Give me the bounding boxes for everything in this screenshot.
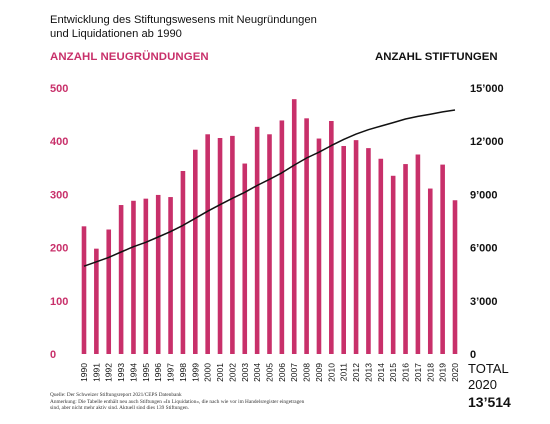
x-tick-label: 1990 bbox=[79, 363, 89, 382]
bar bbox=[193, 149, 198, 354]
chart-title: Entwicklung des Stiftungswesens mit Neug… bbox=[50, 13, 450, 41]
right-tick-label: 6’000 bbox=[470, 243, 498, 255]
x-tick-label: 2005 bbox=[265, 363, 275, 382]
bar bbox=[143, 198, 149, 354]
right-axis-ticks: 0 3’000 6’000 9’000 12’000 15’000 bbox=[470, 83, 504, 361]
x-tick-label: 2012 bbox=[351, 363, 361, 382]
x-tick-label: 2011 bbox=[339, 363, 349, 382]
x-tick-label: 2002 bbox=[227, 363, 237, 382]
bar bbox=[329, 120, 334, 354]
left-tick-label: 100 bbox=[50, 296, 68, 308]
bar bbox=[415, 154, 421, 354]
total-label: TOTAL bbox=[468, 361, 509, 376]
bar bbox=[403, 164, 408, 354]
x-tick-label: 2014 bbox=[376, 363, 386, 382]
x-tick-label: 1995 bbox=[141, 363, 151, 382]
left-axis-ticks: 0 100 200 300 400 500 bbox=[50, 83, 68, 361]
x-tick-label: 2009 bbox=[314, 363, 324, 382]
x-tick-label: 2015 bbox=[388, 363, 398, 382]
total-value: 13’514 bbox=[468, 394, 511, 410]
x-tick-label: 1999 bbox=[190, 363, 200, 382]
bar bbox=[217, 138, 223, 354]
bar bbox=[131, 200, 136, 354]
bar bbox=[94, 248, 99, 354]
chart-title-line1: Entwicklung des Stiftungswesens mit Neug… bbox=[50, 14, 317, 26]
x-tick-label: 2017 bbox=[413, 363, 423, 382]
x-tick-label: 1996 bbox=[153, 363, 163, 382]
x-tick-label: 1997 bbox=[166, 363, 176, 382]
left-tick-label: 300 bbox=[50, 189, 68, 201]
bar bbox=[106, 229, 112, 354]
x-tick-label: 2013 bbox=[363, 363, 373, 382]
bar bbox=[279, 120, 285, 355]
right-tick-label: 0 bbox=[470, 349, 476, 361]
bar bbox=[341, 145, 346, 354]
x-tick-label: 2020 bbox=[450, 363, 460, 382]
bar bbox=[180, 170, 186, 354]
bar bbox=[427, 188, 433, 354]
x-tick-label: 1991 bbox=[91, 363, 101, 382]
bar bbox=[316, 138, 322, 354]
bar bbox=[242, 163, 248, 354]
x-tick-label: 2008 bbox=[302, 363, 312, 382]
x-tick-label: 2006 bbox=[277, 363, 287, 382]
bar bbox=[205, 134, 210, 354]
source-note: Quelle: Der Schweizer Stiftungsreport 20… bbox=[50, 392, 430, 412]
note-line1: Anmerkung: Die Tabelle enthält neu auch … bbox=[50, 398, 305, 405]
right-tick-label: 12’000 bbox=[470, 136, 504, 148]
x-tick-label: 2001 bbox=[215, 363, 225, 382]
bar bbox=[291, 99, 297, 354]
note-line2: sind, aber nicht mehr aktiv sind. Aktuel… bbox=[50, 405, 190, 412]
bar bbox=[168, 197, 173, 354]
left-axis-title: ANZAHL NEUGRÜNDUNGEN bbox=[50, 51, 209, 63]
bar bbox=[353, 140, 359, 354]
bar bbox=[452, 200, 458, 354]
source-line: Quelle: Der Schweizer Stiftungsreport 20… bbox=[50, 392, 182, 398]
line-series bbox=[83, 109, 456, 267]
left-tick-label: 0 bbox=[50, 349, 56, 361]
x-tick-label: 1993 bbox=[116, 363, 126, 382]
bar bbox=[378, 158, 384, 354]
bar bbox=[230, 135, 235, 354]
x-tick-label: 2010 bbox=[326, 363, 336, 382]
x-tick-label: 2007 bbox=[289, 363, 299, 382]
bar bbox=[155, 194, 161, 354]
chart-title-line2: und Liquidationen ab 1990 bbox=[50, 28, 182, 41]
x-tick-label: 2004 bbox=[252, 363, 262, 382]
x-tick-label: 2016 bbox=[401, 363, 411, 382]
x-axis-ticks: 1990 1991 1992 1993 1994 1995 1996 1997 1998 1999… bbox=[79, 363, 460, 382]
bar bbox=[81, 226, 87, 354]
bar bbox=[304, 118, 309, 354]
bar-series bbox=[81, 99, 458, 355]
right-tick-label: 9’000 bbox=[470, 189, 498, 201]
x-tick-label: 1994 bbox=[129, 363, 139, 382]
right-tick-label: 15’000 bbox=[470, 83, 504, 95]
bar bbox=[267, 134, 272, 354]
right-axis-title: ANZAHL STIFTUNGEN bbox=[375, 51, 498, 63]
left-tick-label: 500 bbox=[50, 83, 68, 95]
stiftungen-line bbox=[83, 109, 456, 267]
total-year: 2020 bbox=[468, 377, 497, 392]
bar bbox=[390, 175, 396, 354]
x-tick-label: 2019 bbox=[438, 363, 448, 382]
x-tick-label: 2003 bbox=[240, 363, 250, 382]
right-tick-label: 3’000 bbox=[470, 296, 498, 308]
bar bbox=[254, 126, 260, 354]
bar bbox=[440, 164, 445, 354]
x-tick-label: 1998 bbox=[178, 363, 188, 382]
x-tick-label: 1992 bbox=[104, 363, 114, 382]
left-tick-label: 400 bbox=[50, 136, 68, 148]
bar bbox=[366, 148, 371, 354]
left-tick-label: 200 bbox=[50, 243, 68, 255]
x-tick-label: 2018 bbox=[425, 363, 435, 382]
x-tick-label: 2000 bbox=[203, 363, 213, 382]
bar bbox=[118, 205, 124, 354]
